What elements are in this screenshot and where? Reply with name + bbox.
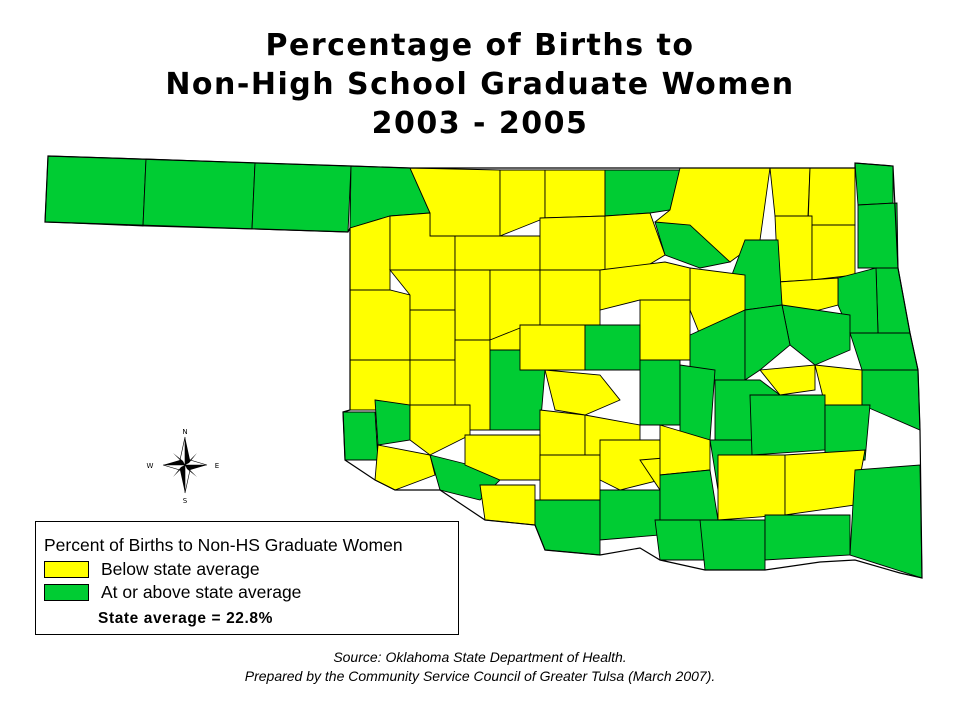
title-line-2: Non-High School Graduate Women: [165, 67, 795, 102]
county-mccurtain[interactable]: [849, 464, 923, 579]
county-blaine[interactable]: [454, 269, 491, 341]
county-mayes[interactable]: [811, 224, 856, 281]
county-lincoln[interactable]: [639, 299, 691, 361]
county-craig[interactable]: [857, 202, 899, 269]
north-tier: [349, 162, 894, 263]
county-pushmataha[interactable]: [717, 454, 786, 521]
county-cotton[interactable]: [479, 484, 536, 526]
state-outline: [44, 155, 923, 579]
county-pottawatomie[interactable]: [584, 324, 641, 371]
county-stephens[interactable]: [539, 454, 601, 501]
county-beaver[interactable]: [251, 162, 352, 233]
county-mcintosh[interactable]: [759, 364, 816, 396]
legend-label-below: Below state average: [101, 558, 260, 579]
county-mcclain[interactable]: [539, 409, 586, 456]
legend-swatch-below: [44, 560, 89, 578]
county-delaware[interactable]: [875, 267, 911, 334]
county-logan[interactable]: [539, 269, 601, 326]
county-hughes[interactable]: [679, 364, 716, 441]
legend-label-above: At or above state average: [101, 581, 302, 602]
county-rogers[interactable]: [774, 215, 813, 283]
county-kiowa[interactable]: [409, 404, 471, 456]
county-major[interactable]: [454, 235, 541, 271]
county-roger-mills[interactable]: [349, 289, 411, 361]
county-texas[interactable]: [142, 158, 256, 230]
source-line-1: Source: Oklahoma State Department of Hea…: [333, 649, 627, 665]
county-noble[interactable]: [604, 212, 666, 271]
compass-n: N: [182, 428, 187, 436]
northwest-counties: [349, 212, 691, 361]
county-carter[interactable]: [599, 439, 661, 491]
county-love[interactable]: [599, 489, 661, 541]
southeast-counties: [654, 394, 923, 579]
source-note: Source: Oklahoma State Department of Hea…: [200, 648, 760, 686]
county-le-flore[interactable]: [824, 404, 871, 461]
county-grant[interactable]: [544, 169, 606, 219]
map-title: Percentage of Births to Non-High School …: [0, 26, 960, 143]
legend-title: Percent of Births to Non-HS Graduate Wom…: [44, 535, 403, 555]
compass-w: W: [147, 462, 154, 470]
county-johnston[interactable]: [659, 469, 719, 521]
legend-swatch-above: [44, 583, 89, 601]
state-average-note: State average = 22.8%: [98, 610, 274, 627]
northeast-counties: [654, 202, 919, 371]
county-kay[interactable]: [604, 169, 681, 217]
county-bryan[interactable]: [699, 519, 766, 571]
county-cimarron[interactable]: [44, 155, 147, 227]
map-legend: Percent of Births to Non-HS Graduate Wom…: [35, 521, 459, 635]
compass-rose-icon: N S W E: [147, 428, 220, 505]
county-okmulgee[interactable]: [744, 304, 791, 381]
county-ottawa[interactable]: [854, 162, 894, 206]
county-jackson[interactable]: [374, 444, 436, 491]
county-sequoyah[interactable]: [861, 369, 921, 431]
legend-item-below: Below state average: [44, 559, 260, 579]
county-seminole[interactable]: [639, 359, 681, 426]
county-nowata[interactable]: [807, 167, 856, 226]
county-harmon[interactable]: [342, 411, 379, 461]
source-line-2: Prepared by the Community Service Counci…: [244, 668, 716, 684]
legend-item-above: At or above state average: [44, 582, 301, 602]
county-greer[interactable]: [374, 399, 411, 446]
county-ellis[interactable]: [349, 215, 391, 291]
panhandle-region: [44, 155, 352, 233]
county-custer[interactable]: [409, 309, 456, 361]
compass-s: S: [183, 497, 188, 505]
county-cleveland[interactable]: [544, 369, 621, 416]
county-alfalfa[interactable]: [499, 169, 546, 237]
title-line-1: Percentage of Births to: [265, 28, 695, 63]
title-line-3: 2003 - 2005: [371, 106, 589, 141]
central-counties: [349, 304, 921, 461]
county-adair[interactable]: [849, 332, 919, 371]
county-latimer[interactable]: [749, 394, 826, 456]
county-washington[interactable]: [769, 167, 811, 217]
county-choctaw[interactable]: [764, 514, 851, 561]
county-muskogee[interactable]: [781, 304, 851, 366]
compass-e: E: [215, 462, 219, 470]
county-comanche[interactable]: [464, 434, 541, 481]
county-garfield[interactable]: [539, 215, 606, 271]
county-oklahoma[interactable]: [519, 324, 586, 371]
county-jefferson[interactable]: [534, 499, 601, 556]
